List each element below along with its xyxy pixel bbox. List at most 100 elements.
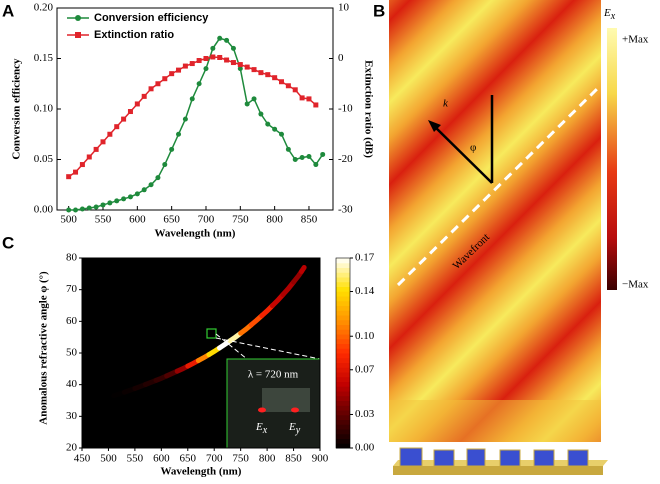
panel-label: C: [2, 233, 14, 252]
colorbar-cell: [336, 334, 350, 340]
colorbar-title-sub: x: [610, 11, 616, 22]
colorbar-cell: [336, 410, 350, 416]
wavefront-line: [396, 86, 600, 287]
point: [127, 194, 133, 200]
point: [162, 162, 168, 168]
point: [79, 206, 85, 212]
colorbar-cell: [336, 414, 350, 420]
point: [66, 174, 72, 180]
colorbar-tick-label: 0.00: [355, 442, 375, 454]
colorbar-cell: [336, 376, 350, 382]
y2-axis-label: Extinction ratio (dB): [362, 60, 374, 158]
y2-tick-label: -20: [338, 153, 353, 165]
x-tick-label: 750: [232, 453, 249, 465]
inset-title: λ = 720 nm: [248, 369, 299, 381]
point: [258, 70, 264, 76]
metasurface: [393, 447, 608, 475]
x-tick-label: 800: [266, 214, 283, 226]
field-colorbar: [607, 28, 617, 290]
inset-label-main: E: [288, 421, 296, 433]
k-arrowhead: [428, 120, 441, 132]
inset-label: Ex: [255, 421, 268, 437]
point: [203, 66, 209, 72]
point: [148, 86, 154, 92]
point: [73, 169, 79, 175]
curve-segment: [298, 265, 307, 274]
point: [169, 146, 175, 152]
point: [176, 131, 182, 137]
colorbar-cell: [336, 281, 350, 287]
colorbar-cell: [336, 357, 350, 363]
near-field: [389, 400, 601, 442]
colorbar-cell: [336, 343, 350, 349]
colorbar-cell: [336, 372, 350, 378]
panel-label: B: [373, 1, 385, 20]
series-line: [68, 56, 317, 178]
colorbar-cell: [336, 286, 350, 292]
point: [114, 124, 120, 130]
colorbar-cell: [336, 438, 350, 444]
colorbar-cell: [336, 324, 350, 330]
inset-label-sub: x: [262, 425, 268, 436]
legend-marker: [75, 15, 81, 21]
y-tick-label: 50: [66, 347, 78, 359]
point: [299, 95, 305, 101]
colorbar-cell: [336, 315, 350, 321]
colorbar-cell: [336, 262, 350, 268]
point: [244, 101, 250, 107]
colorbar-cell: [336, 277, 350, 283]
colorbar-cell: [336, 319, 350, 325]
y-tick-label: 0.20: [34, 2, 54, 14]
colorbar-tick-label: 0.14: [355, 285, 375, 297]
point: [155, 81, 161, 87]
point: [148, 182, 154, 188]
x-axis-label: Wavelength (nm): [161, 466, 242, 478]
colorbar-cell: [336, 300, 350, 306]
x-tick-label: 700: [206, 453, 223, 465]
colorbar-cell: [336, 443, 350, 449]
legend-label: Extinction ratio: [94, 29, 174, 41]
x-tick-label: 500: [100, 453, 117, 465]
x-tick-label: 700: [198, 214, 215, 226]
point: [217, 54, 223, 60]
x-tick-label: 550: [127, 453, 144, 465]
colorbar-cell: [336, 381, 350, 387]
point: [292, 87, 298, 93]
colorbar-cell: [336, 305, 350, 311]
inset-pillar: [262, 388, 310, 412]
k-label: k: [443, 98, 449, 110]
y2-tick-label: -10: [338, 103, 353, 115]
point: [114, 198, 120, 204]
y-axis-label: Conversion efficiency: [11, 58, 23, 160]
x-tick-label: 450: [74, 453, 91, 465]
point: [189, 61, 195, 67]
x-tick-label: 600: [129, 214, 146, 226]
colorbar-tick-label: 0.03: [355, 408, 375, 420]
point: [79, 162, 85, 168]
colorbar-cell: [336, 405, 350, 411]
point: [313, 162, 319, 168]
inset-spot: [291, 407, 299, 413]
x-tick-label: 550: [95, 214, 112, 226]
colorbar-cell: [336, 272, 350, 278]
point: [134, 101, 140, 107]
y2-tick-label: -30: [338, 204, 353, 216]
inset-label-main: E: [255, 421, 263, 433]
point: [224, 37, 230, 43]
point: [272, 126, 278, 132]
colorbar-title-main: E: [603, 7, 611, 19]
point: [279, 79, 285, 85]
point: [313, 102, 319, 108]
legend-marker: [75, 32, 81, 38]
colorbar-cell: [336, 329, 350, 335]
point: [279, 131, 285, 137]
legend-label: Conversion efficiency: [94, 12, 209, 24]
point: [141, 93, 147, 99]
y-tick-label: 80: [66, 252, 78, 264]
colorbar-tick-label: 0.10: [355, 330, 375, 342]
max-label: +Max: [622, 34, 649, 46]
colorbar-cell: [336, 391, 350, 397]
point: [265, 121, 271, 127]
point: [189, 96, 195, 102]
